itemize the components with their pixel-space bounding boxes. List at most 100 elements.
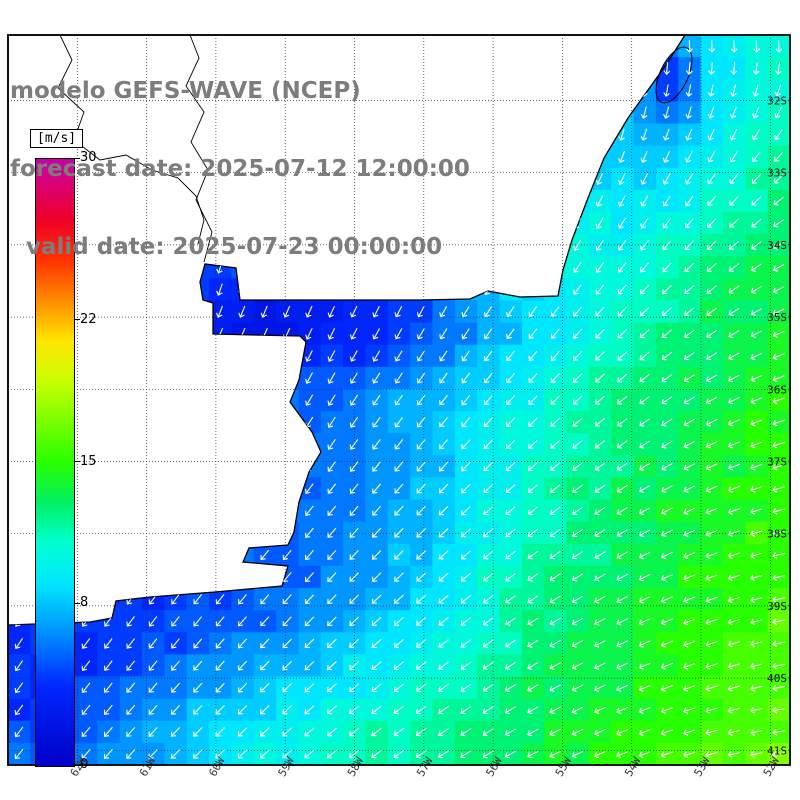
- arrow-icon: [439, 239, 447, 252]
- arrow-icon: [460, 639, 472, 648]
- arrow-icon: [527, 617, 539, 626]
- arrow-icon: [260, 372, 269, 384]
- arrow-icon: [81, 372, 89, 385]
- arrow-icon: [283, 283, 290, 296]
- arrow-icon: [149, 150, 157, 164]
- arrow-icon: [373, 84, 380, 98]
- arrow-icon: [663, 106, 670, 119]
- arrow-icon: [104, 84, 112, 98]
- arrow-icon: [483, 550, 494, 560]
- arrow-icon: [104, 128, 112, 142]
- arrow-icon: [417, 239, 425, 252]
- arrow-icon: [193, 594, 203, 605]
- arrow-icon: [81, 482, 90, 495]
- arrow-icon: [461, 172, 469, 186]
- arrow-icon: [705, 485, 718, 493]
- arrow-icon: [438, 705, 449, 715]
- arrow-icon: [148, 327, 156, 340]
- arrow-icon: [172, 62, 179, 76]
- arrow-icon: [705, 463, 718, 471]
- arrow-icon: [507, 40, 515, 53]
- arrow-icon: [572, 417, 583, 427]
- arrow-icon: [571, 617, 584, 626]
- arrow-icon: [81, 726, 91, 738]
- arrow-icon: [283, 194, 290, 208]
- arrow-icon: [394, 194, 402, 208]
- arrow-icon: [640, 106, 648, 120]
- arrow-icon: [304, 727, 315, 737]
- arrow-icon: [171, 305, 179, 318]
- arrow-icon: [104, 372, 112, 385]
- arrow-icon: [572, 439, 583, 449]
- arrow-icon: [461, 350, 470, 362]
- arrow-icon: [706, 329, 718, 339]
- arrow-icon: [727, 729, 741, 736]
- arrow-icon: [261, 40, 269, 53]
- lat-label: 37S: [767, 456, 787, 469]
- arrow-icon: [260, 327, 268, 340]
- arrow-icon: [239, 62, 246, 76]
- arrow-icon: [371, 616, 382, 626]
- arrow-icon: [638, 551, 651, 560]
- arrow-icon: [550, 239, 559, 252]
- arrow-icon: [172, 40, 180, 53]
- arrow-icon: [260, 172, 268, 186]
- arrow-icon: [260, 305, 268, 318]
- arrow-icon: [752, 84, 759, 97]
- arrow-icon: [504, 728, 517, 737]
- arrow-icon: [372, 394, 381, 406]
- arrow-icon: [15, 194, 23, 208]
- valid-date: valid date: 2025-07-23 00:00:00: [10, 234, 443, 260]
- arrow-icon: [81, 749, 91, 760]
- arrow-icon: [641, 62, 648, 76]
- arrow-icon: [261, 84, 269, 98]
- arrow-icon: [82, 261, 89, 274]
- arrow-icon: [661, 440, 673, 449]
- arrow-icon: [126, 416, 135, 429]
- arrow-icon: [640, 284, 650, 295]
- lat-label: 41S: [767, 744, 787, 757]
- colorbar-tick-mark: [74, 764, 80, 766]
- arrow-icon: [215, 571, 225, 583]
- arrow-icon: [372, 239, 380, 252]
- arrow-icon: [126, 261, 134, 274]
- arrow-icon: [394, 328, 403, 340]
- arrow-icon: [484, 172, 491, 186]
- arrow-icon: [595, 195, 604, 208]
- arrow-icon: [259, 705, 270, 715]
- arrow-icon: [350, 217, 357, 230]
- arrow-icon: [683, 618, 696, 626]
- arrow-icon: [527, 462, 538, 471]
- arrow-icon: [149, 106, 157, 120]
- arrow-icon: [215, 394, 224, 407]
- arrow-icon: [460, 683, 472, 693]
- arrow-icon: [684, 240, 694, 251]
- arrow-icon: [683, 596, 696, 604]
- arrow-icon: [126, 682, 136, 693]
- arrow-icon: [171, 239, 179, 252]
- arrow-icon: [394, 550, 404, 560]
- arrow-icon: [38, 40, 45, 53]
- arrow-icon: [148, 616, 158, 627]
- arrow-icon: [127, 150, 134, 164]
- arrow-icon: [727, 485, 740, 493]
- arrow-icon: [506, 195, 514, 208]
- arrow-icon: [126, 327, 134, 341]
- arrow-icon: [416, 528, 426, 538]
- arrow-icon: [640, 195, 649, 207]
- arrow-icon: [394, 372, 403, 384]
- arrow-icon: [660, 574, 673, 582]
- arrow-icon: [772, 662, 785, 670]
- arrow-icon: [194, 128, 201, 142]
- arrow-icon: [81, 460, 90, 473]
- arrow-icon: [371, 683, 382, 693]
- arrow-icon: [685, 128, 693, 141]
- arrow-icon: [327, 305, 336, 318]
- arrow-icon: [350, 62, 358, 76]
- arrow-icon: [394, 261, 402, 274]
- arrow-icon: [260, 350, 268, 362]
- arrow-icon: [194, 62, 202, 76]
- lat-label: 32S: [767, 95, 787, 108]
- arrow-icon: [549, 506, 561, 516]
